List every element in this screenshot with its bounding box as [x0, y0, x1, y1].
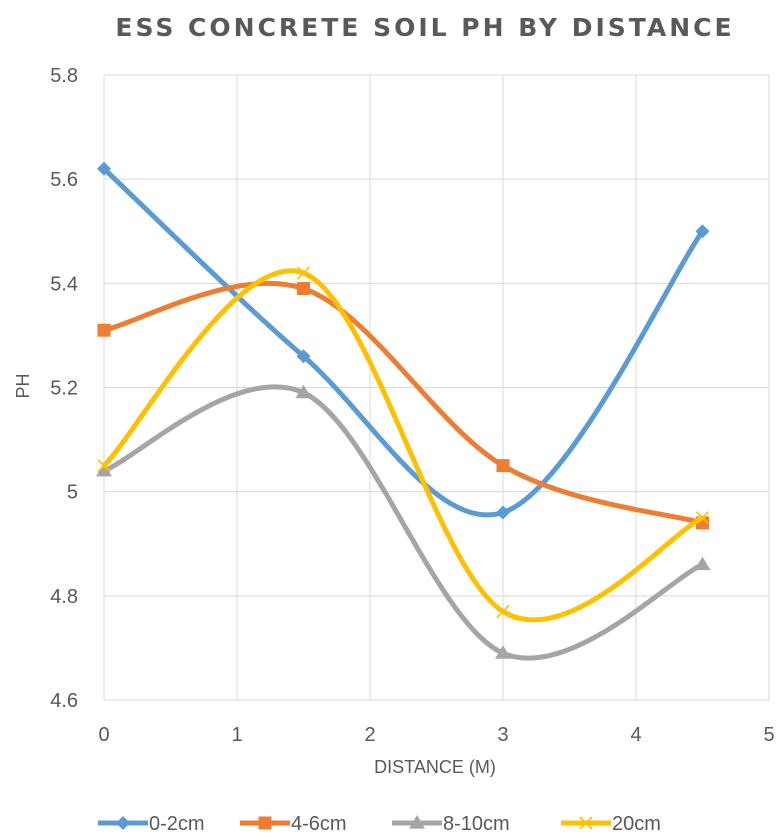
data-point-0-2cm	[296, 349, 311, 364]
data-point-8-10cm	[96, 462, 112, 477]
data-point-8-10cm	[495, 645, 511, 659]
x-marker-stroke	[97, 459, 111, 473]
series-line-20cm	[101, 268, 705, 623]
gridlines	[103, 74, 770, 701]
y-axis-ticks: 4.6 4.8 5 5.2 5.4 5.6 5.8	[50, 65, 78, 712]
data-point-0-2cm	[695, 224, 710, 239]
legend-label-20cm: 20cm	[612, 813, 661, 835]
x-axis-ticks: 0 1 2 3 4 5	[98, 724, 774, 746]
series-lines	[96, 161, 711, 661]
x-tick-label: 1	[231, 724, 242, 746]
y-tick-label: 5	[67, 482, 78, 504]
chart-title: ESS CONCRETE SOIL PH BY DISTANCE	[115, 13, 734, 42]
x-tick-label: 4	[630, 724, 641, 746]
data-point-20cm	[496, 604, 510, 619]
x-tick-label: 2	[364, 724, 375, 746]
y-axis-title: PH	[13, 373, 33, 398]
x-tick-label: 3	[497, 724, 508, 746]
y-tick-label: 4.8	[50, 586, 78, 608]
legend-marker-8-10cm	[409, 815, 425, 829]
y-tick-label: 5.6	[50, 169, 78, 191]
data-point-4-6cm	[297, 282, 310, 296]
data-point-20cm	[97, 459, 111, 473]
data-point-20cm	[296, 266, 311, 280]
series-line-8-10cm	[101, 384, 705, 661]
series-line-4-6cm	[101, 280, 705, 526]
data-point-4-6cm	[97, 323, 111, 337]
legend-label-0-2cm: 0-2cm	[149, 813, 205, 835]
x-marker-stroke	[496, 604, 510, 619]
y-tick-label: 5.8	[50, 65, 78, 87]
x-tick-label: 5	[763, 724, 774, 746]
x-axis-title: DISTANCE (M)	[374, 757, 496, 777]
x-marker-stroke	[579, 816, 593, 830]
data-point-4-6cm	[496, 459, 510, 473]
data-point-20cm	[695, 511, 710, 525]
x-marker-stroke	[296, 266, 311, 280]
x-tick-label: 0	[98, 724, 109, 746]
y-tick-label: 4.6	[50, 690, 78, 712]
data-point-0-2cm	[496, 505, 510, 520]
legend-marker-0-2cm	[116, 816, 130, 830]
y-tick-label: 5.4	[50, 273, 78, 295]
legend-marker-4-6cm	[258, 816, 272, 830]
data-point-8-10cm	[694, 556, 711, 571]
data-point-8-10cm	[295, 384, 312, 399]
legend: 0-2cm 4-6cm 8-10cm 20cm	[98, 813, 661, 835]
y-tick-label: 5.2	[50, 378, 78, 400]
data-point-0-2cm	[97, 161, 111, 176]
legend-marker-20cm	[579, 816, 593, 830]
x-marker-stroke	[695, 511, 710, 525]
legend-label-8-10cm: 8-10cm	[443, 813, 510, 835]
legend-label-4-6cm: 4-6cm	[291, 813, 347, 835]
